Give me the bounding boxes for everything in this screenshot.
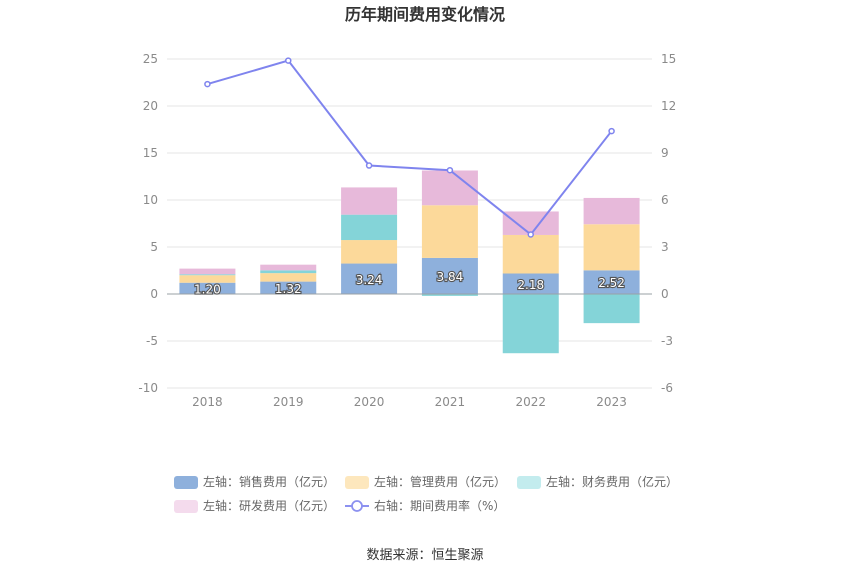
right-tick-label: 12 xyxy=(661,99,676,113)
rate-line-group xyxy=(204,57,615,238)
legend-label: 左轴：财务费用（亿元） xyxy=(546,474,678,489)
bar-series4 xyxy=(260,264,317,271)
right-tick-label: 9 xyxy=(661,146,669,160)
left-tick-label: 25 xyxy=(143,52,158,66)
x-tick-label: 2022 xyxy=(515,395,546,409)
x-tick-label: 2023 xyxy=(596,395,627,409)
chart-title: 历年期间费用变化情况 xyxy=(345,5,505,24)
bar-series2 xyxy=(341,240,398,264)
left-tick-label: 15 xyxy=(143,146,158,160)
bar-series4 xyxy=(179,268,236,275)
bar-series1 xyxy=(583,270,640,294)
left-tick-label: 10 xyxy=(143,193,158,207)
legend-swatch xyxy=(517,476,541,489)
bar-value-label: 1.32 xyxy=(275,282,302,296)
x-tick-label: 2019 xyxy=(273,395,304,409)
left-tick-label: 20 xyxy=(143,99,158,113)
right-tick-label: -6 xyxy=(661,381,673,395)
gridlines xyxy=(167,58,652,389)
left-tick-label: 0 xyxy=(150,287,158,301)
source-label: 数据来源：恒生聚源 xyxy=(366,548,483,563)
legend-label: 右轴：期间费用率（%） xyxy=(374,498,505,513)
right-tick-label: 3 xyxy=(661,240,669,254)
bar-series2 xyxy=(179,275,236,283)
rate-line xyxy=(207,59,613,236)
bar-series1 xyxy=(341,263,398,294)
legend-line-marker xyxy=(351,500,363,512)
left-tick-label: 5 xyxy=(150,240,158,254)
rate-point xyxy=(446,166,454,174)
bar-labels-group: 1.20 1.32 3.24 3.84 2.18 2.52 xyxy=(193,269,626,298)
bar-series3 xyxy=(421,294,478,296)
left-tick-label: -10 xyxy=(138,381,158,395)
rate-point xyxy=(527,231,534,238)
bar-series4 xyxy=(583,197,640,225)
bar-series2 xyxy=(421,205,478,258)
bar-series1 xyxy=(421,257,478,294)
bar-series3 xyxy=(583,294,640,324)
bar-series2 xyxy=(260,273,317,282)
legend-swatch xyxy=(174,476,198,489)
right-tick-label: -3 xyxy=(661,334,673,348)
left-tick-label: -5 xyxy=(146,334,158,348)
right-tick-label: 0 xyxy=(661,287,669,301)
rate-point xyxy=(204,80,211,88)
bar-series3 xyxy=(260,270,317,274)
legend-label: 左轴：管理费用（亿元） xyxy=(374,474,506,489)
bar-value-label: 1.20 xyxy=(194,282,221,296)
bar-value-label: 3.24 xyxy=(356,273,383,287)
bar-value-label: 2.52 xyxy=(598,276,625,290)
bar-series2 xyxy=(583,224,640,271)
right-tick-label: 6 xyxy=(661,193,669,207)
legend-label: 左轴：研发费用（亿元） xyxy=(203,498,335,513)
bar-series4 xyxy=(341,187,398,215)
bar-series2 xyxy=(502,234,559,274)
x-tick-label: 2020 xyxy=(354,395,385,409)
bar-series1 xyxy=(179,282,236,294)
x-tick-label: 2021 xyxy=(435,395,466,409)
x-axis-ticks: 2018 2019 2020 2021 2022 2023 xyxy=(192,395,627,409)
rate-point xyxy=(365,162,373,169)
bars-group xyxy=(179,170,640,354)
rate-point xyxy=(285,57,292,64)
legend-label: 左轴：销售费用（亿元） xyxy=(203,474,335,489)
bar-series1 xyxy=(502,273,559,294)
left-axis-ticks: -10 -5 0 5 10 15 20 25 xyxy=(138,52,158,395)
bar-series3 xyxy=(341,214,398,241)
bar-series3 xyxy=(179,274,236,276)
bar-series4 xyxy=(421,170,478,206)
bar-series3 xyxy=(502,294,559,354)
right-tick-label: 15 xyxy=(661,52,676,66)
legend-swatch xyxy=(174,500,198,513)
rate-point xyxy=(608,127,615,135)
x-tick-label: 2018 xyxy=(192,395,223,409)
bar-value-label: 2.18 xyxy=(517,278,544,292)
right-axis-ticks: -6 -3 0 3 6 9 12 15 xyxy=(661,52,676,395)
legend-swatch xyxy=(345,476,369,489)
legend: 左轴：销售费用（亿元） 左轴：管理费用（亿元） 左轴：财务费用（亿元） 左轴：研发费用… xyxy=(174,474,678,513)
bar-value-label: 3.84 xyxy=(437,270,464,284)
bar-series1 xyxy=(260,281,317,294)
